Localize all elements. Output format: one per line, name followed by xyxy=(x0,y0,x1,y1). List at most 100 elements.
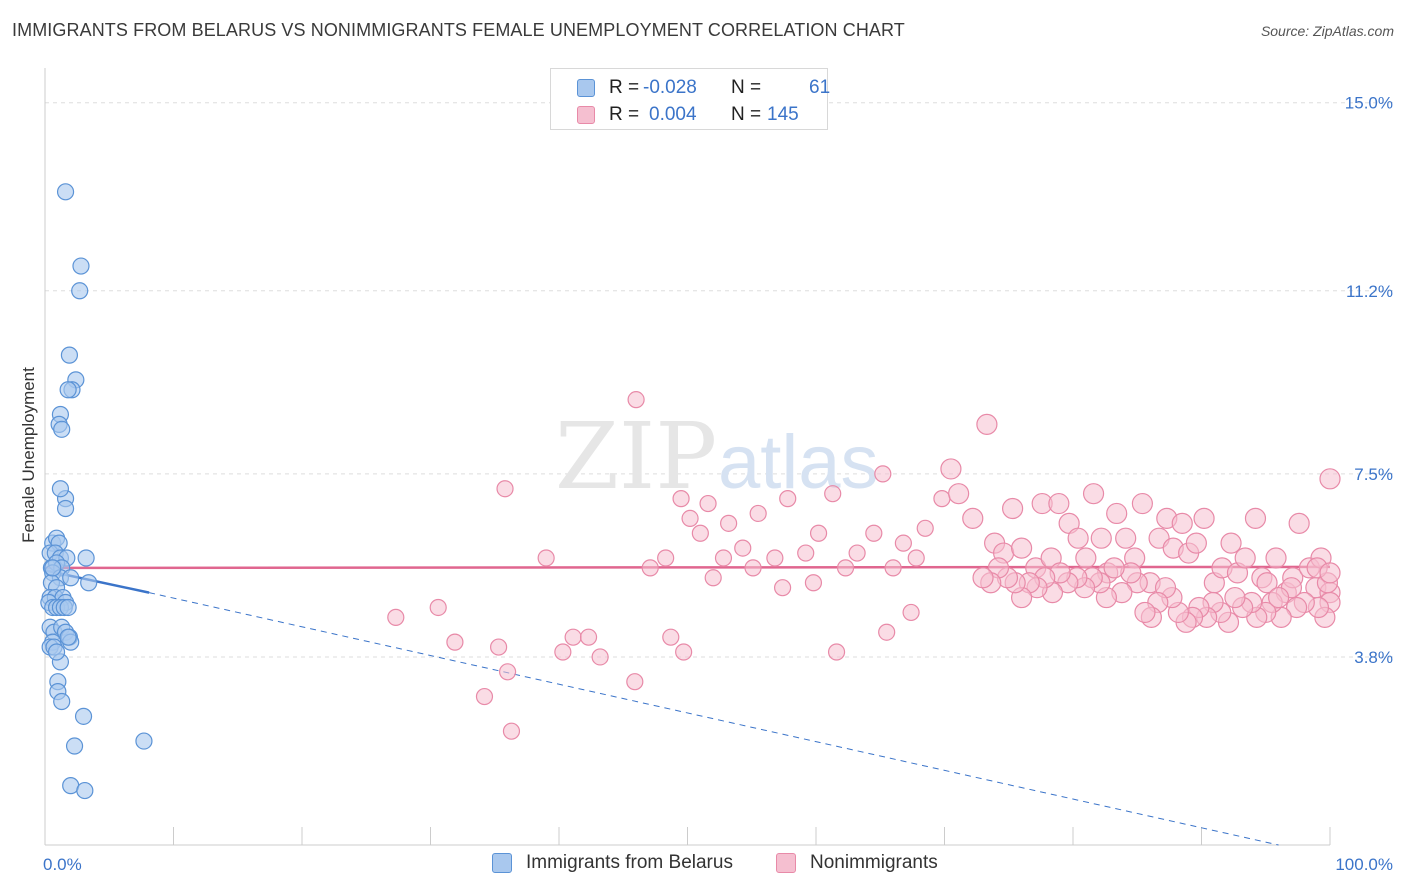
nonimmigrants-point xyxy=(972,567,994,589)
belarus-point xyxy=(60,346,79,364)
nonimmigrants-point xyxy=(1244,507,1267,530)
nonimmigrants-point xyxy=(749,504,767,523)
nonimmigrants-point xyxy=(848,544,866,562)
nonimmigrants-point xyxy=(1220,532,1242,554)
belarus-point xyxy=(72,257,90,275)
bottom-legend-label: Immigrants from Belarus xyxy=(526,852,733,873)
nonimmigrants-point xyxy=(1185,532,1207,554)
nonimmigrants-point xyxy=(627,391,645,409)
legend-r-value: 0.004 xyxy=(649,104,697,125)
legend-r-value: -0.028 xyxy=(643,77,697,98)
legend-row-belarus: R = -0.028 N = 61 xyxy=(551,75,831,101)
nonimmigrants-point xyxy=(1048,492,1070,515)
y-axis-title: Female Unemployment xyxy=(19,367,38,543)
belarus-point xyxy=(59,628,77,646)
nonimmigrants-point xyxy=(916,519,934,537)
nonimmigrants-point xyxy=(1103,557,1125,579)
nonimmigrants-point xyxy=(940,458,962,480)
nonimmigrants-point xyxy=(809,524,828,542)
nonimmigrants-point xyxy=(902,603,920,622)
belarus-point xyxy=(62,569,80,587)
nonimmigrants-point xyxy=(797,544,815,562)
belarus-points xyxy=(40,183,153,800)
nonimmigrants-point xyxy=(672,490,690,508)
nonimmigrants-point xyxy=(1234,547,1256,569)
nonimmigrants-point xyxy=(1319,468,1341,490)
belarus-point xyxy=(53,692,71,711)
belarus-point xyxy=(56,183,75,201)
nonimmigrants-point xyxy=(579,628,598,646)
nonimmigrants-point xyxy=(675,643,693,661)
nonimmigrants-point xyxy=(591,648,609,666)
nonimmigrants-point xyxy=(1224,586,1246,609)
x-tick-label-min: 0.0% xyxy=(43,855,82,874)
nonimmigrants-point xyxy=(1010,537,1033,559)
belarus-point xyxy=(80,574,98,592)
nonimmigrants-point xyxy=(1002,497,1024,520)
nonimmigrants-point xyxy=(704,569,722,587)
legend-n-label: N = xyxy=(731,104,762,125)
nonimmigrants-point xyxy=(1106,502,1128,525)
belarus-point xyxy=(65,737,84,755)
nonimmigrants-point xyxy=(1082,483,1105,505)
bottom-legend-swatch-pink xyxy=(776,853,796,873)
tick-labels: 3.8% 7.5% 11.2% 15.0% 0.0% 100.0% xyxy=(43,94,1393,874)
nonimmigrants-point xyxy=(1319,562,1341,584)
nonimmigrants-point xyxy=(657,549,675,567)
y-tick-label: 7.5% xyxy=(1354,465,1393,484)
nonimmigrants-point xyxy=(1075,547,1097,569)
nonimmigrants-point xyxy=(824,485,842,503)
nonimmigrants-point xyxy=(1171,512,1193,534)
nonimmigrants-point xyxy=(499,663,517,681)
nonimmigrants-point xyxy=(387,608,405,626)
nonimmigrants-point xyxy=(1265,547,1287,569)
nonimmigrants-point xyxy=(976,413,998,435)
nonimmigrants-point xyxy=(475,687,494,706)
legend-row-nonimmigrants: R = 0.004 N = 145 xyxy=(551,102,827,128)
belarus-point xyxy=(76,781,94,800)
chart-title: IMMIGRANTS FROM BELARUS VS NONIMMIGRANTS… xyxy=(12,20,905,40)
nonimmigrants-point xyxy=(894,534,912,552)
correlation-legend: R = -0.028 N = 61 R = 0.004 N = 145 xyxy=(550,68,831,130)
legend-r-label: R = xyxy=(609,77,640,98)
nonimmigrants-point xyxy=(884,559,902,577)
x-tick-label-max: 100.0% xyxy=(1335,855,1393,874)
nonimmigrants-point xyxy=(836,559,855,577)
nonimmigrants-point xyxy=(429,598,447,617)
nonimmigrants-points xyxy=(387,391,1341,740)
legend-n-value: 61 xyxy=(809,77,831,98)
belarus-point xyxy=(77,549,95,567)
nonimmigrants-point xyxy=(564,628,582,646)
legend-swatch-pink xyxy=(577,106,595,124)
nonimmigrants-point xyxy=(1267,586,1290,609)
nonimmigrants-point xyxy=(933,490,951,508)
nonimmigrants-point xyxy=(662,628,680,646)
watermark: ZIP atlas xyxy=(555,403,879,510)
nonimmigrants-point xyxy=(641,559,659,577)
nonimmigrants-point xyxy=(537,549,555,567)
nonimmigrants-point xyxy=(1193,507,1215,530)
belarus-point xyxy=(51,480,70,498)
nonimmigrants-point xyxy=(804,574,823,592)
watermark-zip: ZIP xyxy=(555,403,717,510)
nonimmigrants-point xyxy=(907,549,925,567)
nonimmigrants-point xyxy=(874,465,892,483)
belarus-trend-dashed xyxy=(148,592,1279,846)
bottom-legend-label: Nonimmigrants xyxy=(810,852,938,873)
nonimmigrants-point xyxy=(734,539,752,557)
belarus-point xyxy=(53,420,71,438)
legend-swatch-blue xyxy=(577,79,595,97)
bottom-legend-swatch-blue xyxy=(492,853,512,873)
belarus-point xyxy=(71,282,89,300)
belarus-point xyxy=(135,732,153,750)
nonimmigrants-point xyxy=(773,579,792,597)
nonimmigrants-point xyxy=(1131,492,1153,515)
nonimmigrants-point xyxy=(1067,527,1089,549)
nonimmigrants-point xyxy=(1115,527,1137,549)
nonimmigrants-point xyxy=(962,507,984,530)
nonimmigrants-point xyxy=(626,673,644,691)
nonimmigrants-point xyxy=(502,722,521,740)
nonimmigrants-point xyxy=(1288,512,1310,534)
legend-n-value: 145 xyxy=(767,104,799,125)
